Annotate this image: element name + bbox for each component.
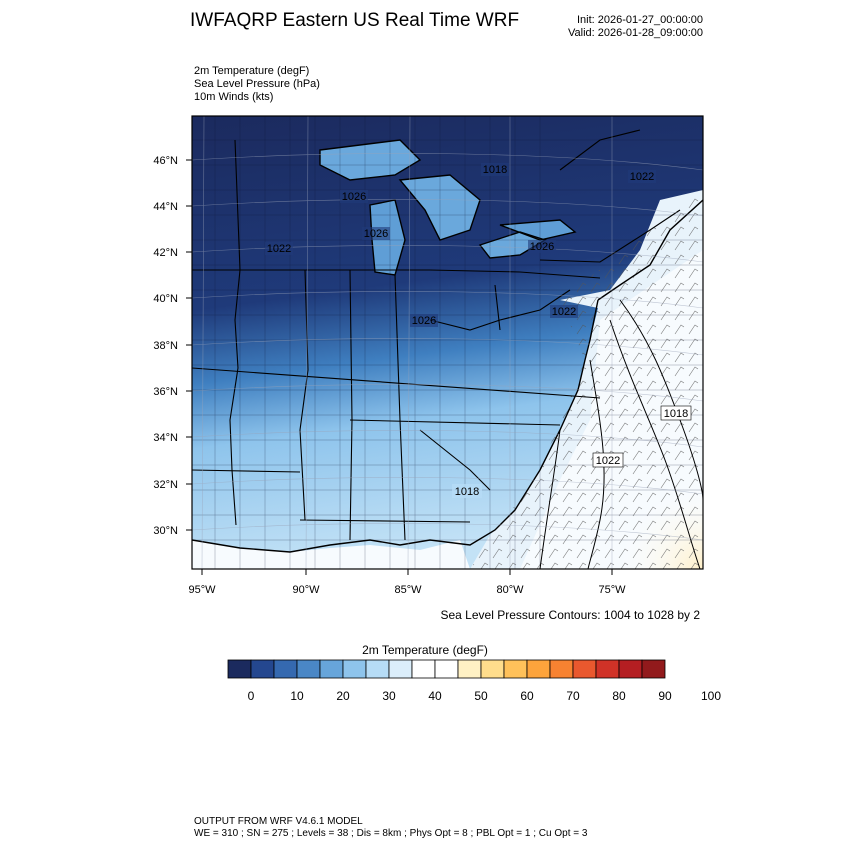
svg-text:1018: 1018 xyxy=(664,408,688,420)
map-frame xyxy=(191,115,704,570)
lat-label: 40°N xyxy=(153,293,178,305)
pressure-label: 1018 xyxy=(660,405,692,421)
colorbar-tick-label: 20 xyxy=(336,689,350,703)
colorbar-tick-label: 50 xyxy=(474,689,488,703)
pressure-label: 1022 xyxy=(550,305,578,318)
colorbar-swatch xyxy=(618,659,643,679)
pressure-label: 1022 xyxy=(628,170,656,183)
lon-label: 85°W xyxy=(394,584,422,596)
svg-text:1026: 1026 xyxy=(530,241,554,253)
lat-label: 42°N xyxy=(153,247,178,259)
svg-text:1026: 1026 xyxy=(342,191,366,203)
svg-text:1022: 1022 xyxy=(596,455,620,467)
lon-label: 75°W xyxy=(598,584,626,596)
model-info-line-2: WE = 310 ; SN = 275 ; Levels = 38 ; Dis … xyxy=(194,828,588,839)
colorbar-tick-label: 60 xyxy=(520,689,534,703)
lat-label: 32°N xyxy=(153,479,178,491)
colorbar-tick-label: 40 xyxy=(428,689,442,703)
field-pressure-label: Sea Level Pressure (hPa) xyxy=(194,78,320,90)
pressure-label: 1018 xyxy=(452,484,482,498)
pressure-label: 1026 xyxy=(410,314,438,327)
colorbar-swatch xyxy=(549,659,574,679)
lat-label: 44°N xyxy=(153,201,178,213)
pressure-label: 1018 xyxy=(481,163,509,176)
svg-text:1026: 1026 xyxy=(364,228,388,240)
pressure-label: 1026 xyxy=(340,190,368,203)
colorbar-swatch xyxy=(250,659,275,679)
colorbar-tick-label: 30 xyxy=(382,689,396,703)
colorbar-tick-label: 0 xyxy=(248,689,255,703)
lat-label: 34°N xyxy=(153,432,178,444)
colorbar-swatch xyxy=(434,659,459,679)
field-temperature-label: 2m Temperature (degF) xyxy=(194,65,310,77)
colorbar-swatch xyxy=(572,659,597,679)
lon-label: 95°W xyxy=(188,584,216,596)
colorbar-swatch xyxy=(319,659,344,679)
lat-label: 30°N xyxy=(153,525,178,537)
colorbar-tick-label: 70 xyxy=(566,689,580,703)
colorbar-title: 2m Temperature (degF) xyxy=(362,643,488,657)
svg-text:1018: 1018 xyxy=(483,164,507,176)
svg-text:1022: 1022 xyxy=(267,243,291,255)
slp-contour-note: Sea Level Pressure Contours: 1004 to 102… xyxy=(440,608,701,622)
colorbar-swatch xyxy=(342,659,367,679)
pressure-label: 1026 xyxy=(528,240,556,253)
colorbar-tick-label: 90 xyxy=(658,689,672,703)
valid-time: Valid: 2026-01-28_09:00:00 xyxy=(568,27,703,39)
lon-label: 90°W xyxy=(292,584,320,596)
colorbar-swatch xyxy=(641,659,666,679)
colorbar-swatch xyxy=(365,659,390,679)
svg-text:1022: 1022 xyxy=(552,306,576,318)
colorbar-swatch xyxy=(526,659,551,679)
temperature-colorbar: 0 10 20 30 40 50 60 70 80 90 100 xyxy=(227,659,721,703)
colorbar-swatch xyxy=(480,659,505,679)
svg-text:1018: 1018 xyxy=(455,486,479,498)
pressure-label: 1022 xyxy=(265,242,293,255)
colorbar-swatch xyxy=(227,659,252,679)
lat-label: 38°N xyxy=(153,340,178,352)
colorbar-swatch xyxy=(503,659,528,679)
map-title: IWFAQRP Eastern US Real Time WRF xyxy=(190,10,520,31)
lon-label: 80°W xyxy=(496,584,524,596)
field-winds-label: 10m Winds (kts) xyxy=(194,91,274,103)
colorbar-tick-label: 80 xyxy=(612,689,626,703)
lat-label: 46°N xyxy=(153,155,178,167)
model-info-line-1: OUTPUT FROM WRF V4.6.1 MODEL xyxy=(194,816,363,827)
colorbar-tick-label: 10 xyxy=(290,689,304,703)
colorbar-tick-label: 100 xyxy=(701,689,721,703)
pressure-label: 1022 xyxy=(592,452,624,468)
lat-label: 36°N xyxy=(153,386,178,398)
colorbar-swatch xyxy=(273,659,298,679)
init-time: Init: 2026-01-27_00:00:00 xyxy=(577,14,703,26)
pressure-label: 1026 xyxy=(362,227,390,240)
colorbar-swatch xyxy=(296,659,321,679)
svg-text:1022: 1022 xyxy=(630,171,654,183)
svg-text:1026: 1026 xyxy=(412,315,436,327)
colorbar-swatch xyxy=(411,659,436,679)
colorbar-swatch xyxy=(595,659,620,679)
colorbar-swatch xyxy=(388,659,413,679)
colorbar-swatch xyxy=(457,659,482,679)
